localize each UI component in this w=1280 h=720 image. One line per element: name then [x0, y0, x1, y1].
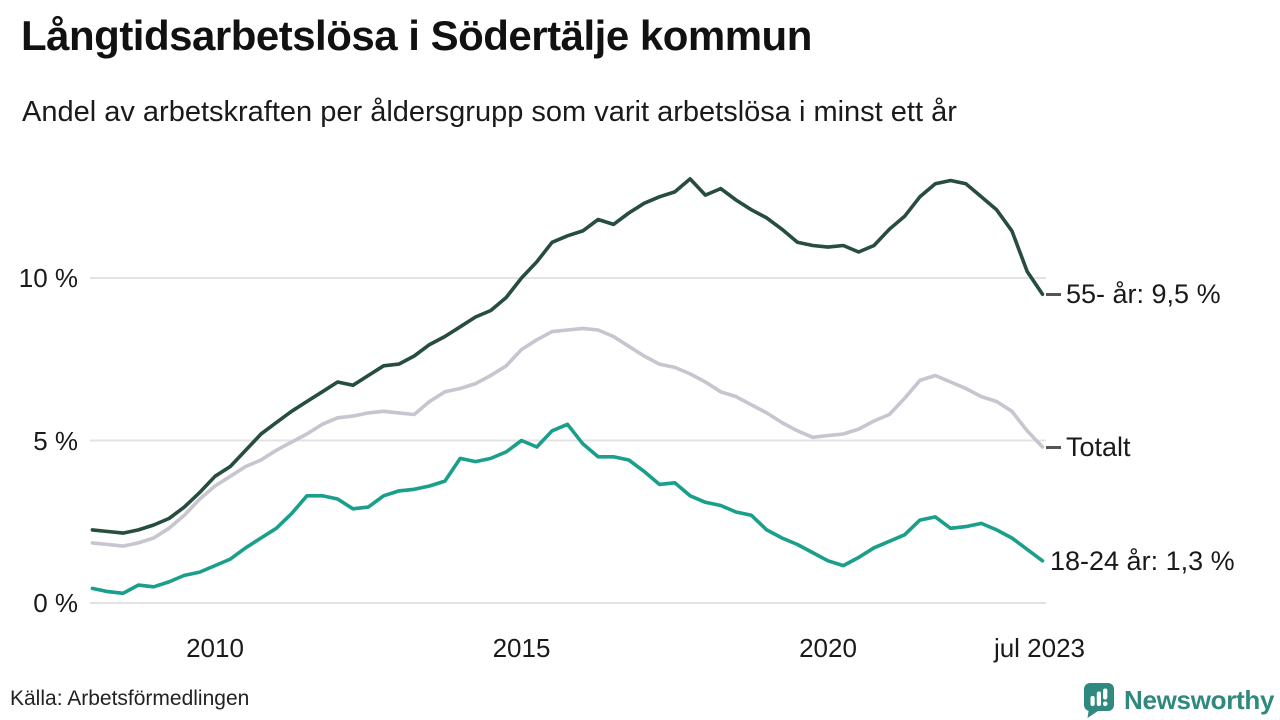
newsworthy-logo: Newsworthy	[1082, 682, 1274, 719]
series-end-annotation: Totalt	[1046, 430, 1131, 464]
annotation-text: 18-24 år: 1,3 %	[1050, 545, 1235, 576]
y-axis-tick-label: 5 %	[33, 425, 78, 456]
newsworthy-wordmark: Newsworthy	[1124, 685, 1275, 715]
source-note: Källa: Arbetsförmedlingen	[10, 687, 250, 710]
annotation-dash	[1046, 445, 1061, 449]
x-axis-tick-label: 2015	[492, 633, 551, 663]
chart-subtitle: Andel av arbetskraften per åldersgrupp s…	[22, 96, 957, 128]
y-axis-tick-label: 10 %	[18, 263, 78, 293]
series-line-18-24-r	[90, 422, 1045, 596]
series-line-totalt	[90, 326, 1045, 548]
y-axis-tick-label: 0 %	[33, 588, 78, 618]
series-end-annotation: 18-24 år: 1,3 %	[1050, 544, 1235, 578]
series-end-annotation: 55- år: 9,5 %	[1046, 277, 1221, 311]
annotation-text: 55- år: 9,5 %	[1066, 279, 1221, 310]
page-title: Långtidsarbetslösa i Södertälje kommun	[21, 12, 812, 59]
annotation-dash	[1046, 292, 1061, 296]
x-axis-tick-label: 2020	[799, 633, 857, 663]
x-axis-tick-label: jul 2023	[993, 633, 1086, 663]
series-line-55-r	[90, 177, 1045, 535]
x-axis-tick-label: 2010	[186, 633, 244, 663]
newsworthy-icon	[1084, 683, 1114, 718]
annotation-text: Totalt	[1066, 432, 1131, 462]
